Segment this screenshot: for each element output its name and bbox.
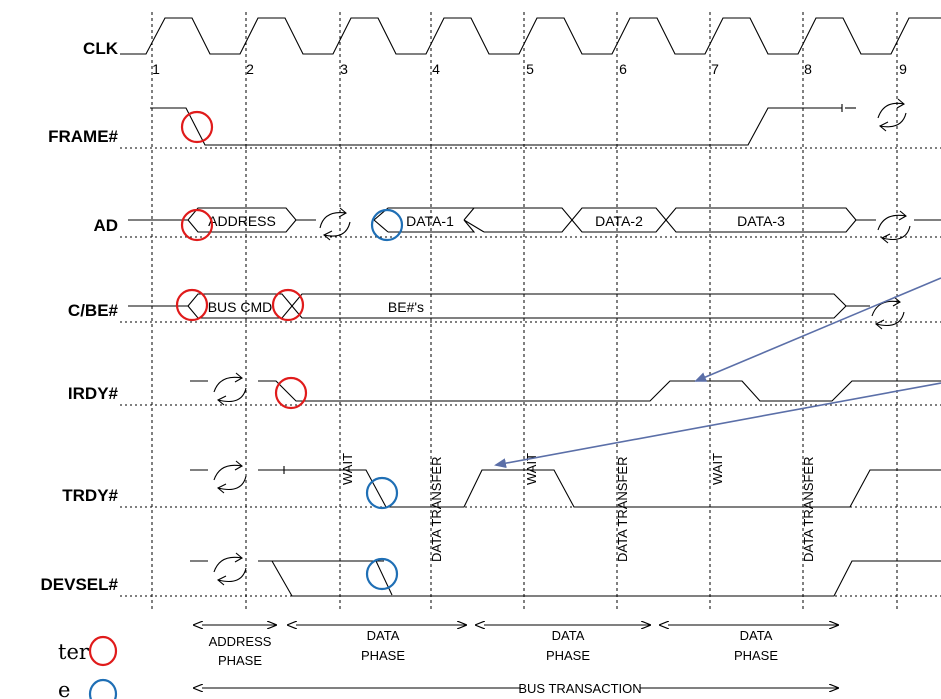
ad-data3-label: DATA-3	[737, 213, 785, 229]
clock-number: 5	[526, 61, 534, 77]
legend-target-text: e	[58, 678, 70, 699]
data-transfer-label-3: DATA TRANSFER	[801, 457, 816, 562]
wait-label-1: WAIT	[340, 453, 355, 485]
clock-number: 1	[152, 61, 160, 77]
target-markers	[365, 208, 404, 591]
data-transfer-label-1: DATA TRANSFER	[429, 457, 444, 562]
phase-label-data-phase-2: PHASE	[546, 648, 590, 663]
clk-waveform	[120, 17, 941, 55]
phase-label-data-3: DATA	[740, 628, 773, 643]
pointer-arrow-irdy	[694, 277, 941, 382]
ad-data2-label: DATA-2	[595, 213, 643, 229]
cbe-be-label: BE#'s	[388, 299, 424, 315]
legend-initiator-text: ter	[58, 640, 90, 664]
ad-waveform	[128, 207, 941, 244]
frame-waveform	[150, 98, 907, 146]
initiator-markers	[175, 110, 308, 410]
clock-number: 3	[340, 61, 348, 77]
pointer-arrow-trdy	[494, 382, 941, 469]
irdy-waveform	[190, 372, 941, 406]
phase-label-address-phase: PHASE	[218, 653, 262, 668]
cbe-bus-cmd-label: BUS CMD	[208, 299, 273, 315]
legend-initiator-circle	[88, 635, 118, 667]
signal-label-devsel: DEVSEL#	[41, 575, 119, 594]
signal-label-cbe: C/BE#	[68, 301, 119, 320]
bus-transaction-label: BUS TRANSACTION	[518, 681, 641, 696]
target-circle	[365, 557, 399, 591]
legend-target-circle	[88, 678, 118, 699]
clock-number: 8	[804, 61, 812, 77]
phase-label-data-phase-1: PHASE	[361, 648, 405, 663]
initiator-circle	[274, 376, 308, 410]
clock-gridlines	[151, 12, 898, 610]
phase-label-data-2: DATA	[552, 628, 585, 643]
trdy-waveform	[190, 460, 941, 508]
legend: ter e	[58, 635, 118, 699]
signal-label-ad: AD	[93, 216, 118, 235]
initiator-circle	[175, 288, 209, 322]
signal-label-trdy: TRDY#	[62, 486, 118, 505]
target-circle	[365, 476, 399, 510]
phase-label-data-phase-3: PHASE	[734, 648, 778, 663]
phase-arrows	[202, 625, 838, 688]
data-transfer-label-2: DATA TRANSFER	[615, 457, 630, 562]
signal-label-clk: CLK	[83, 39, 119, 58]
ad-data1-label: DATA-1	[406, 213, 454, 229]
clock-numbers: 1 2 3 4 5 6 7 8 9	[152, 61, 907, 77]
signal-label-irdy: IRDY#	[68, 384, 119, 403]
initiator-circle	[180, 208, 214, 242]
initiator-circle	[271, 288, 305, 322]
target-circle	[370, 208, 404, 242]
initiator-circle	[180, 110, 214, 144]
phase-label-data-1: DATA	[367, 628, 400, 643]
clock-number: 7	[711, 61, 719, 77]
wait-label-2: WAIT	[524, 453, 539, 485]
devsel-waveform	[190, 552, 941, 597]
clock-number: 6	[619, 61, 627, 77]
signal-label-frame: FRAME#	[48, 127, 118, 146]
clock-number: 9	[899, 61, 907, 77]
signal-baselines	[120, 147, 941, 597]
clock-number: 4	[432, 61, 440, 77]
ad-address-label: ADDRESS	[208, 213, 276, 229]
wait-label-3: WAIT	[710, 453, 725, 485]
clock-number: 2	[246, 61, 254, 77]
phase-label-address: ADDRESS	[209, 634, 272, 649]
